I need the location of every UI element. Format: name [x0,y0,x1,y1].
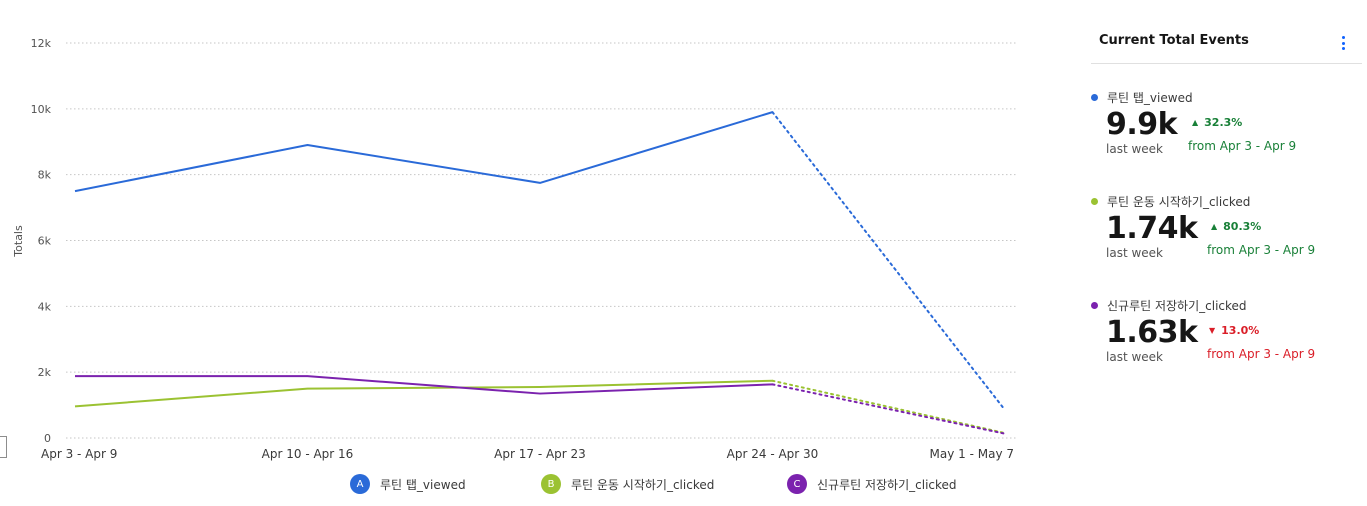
metric-card: 루틴 탭_viewed 9.9k last week ▲ 32.3% from Apr 3… [1091,89,1362,179]
panel-title: Current Total Events [1099,33,1249,48]
series-projection-line[interactable] [771,111,1006,412]
series-dot-icon [1091,302,1098,309]
y-tick-label: 12k [31,37,52,50]
metric-name: 루틴 탭_viewed [1091,89,1193,106]
metric-card: 신규루틴 저장하기_clicked 1.63k last week ▼ 13.0% fro… [1091,297,1362,387]
legend-item[interactable]: A 루틴 탭_viewed [350,474,466,494]
series-line[interactable] [75,375,773,395]
y-tick-label: 10k [31,103,52,116]
metric-value: 1.63k [1106,315,1198,350]
caret-up-icon: ▲ [1192,118,1199,127]
metric-change: ▲ 80.3% [1211,220,1262,233]
caret-down-icon: ▼ [1209,326,1216,335]
metric-change: ▼ 13.0% [1209,324,1260,337]
metric-period: last week [1106,350,1163,364]
series-dot-icon [1091,198,1098,205]
legend-label: 루틴 운동 시작하기_clicked [571,477,715,492]
metric-value: 9.9k [1106,107,1178,142]
legend-label: 신규루틴 저장하기_clicked [817,477,957,492]
series-projection-line[interactable] [771,383,1006,435]
legend-item[interactable]: C 신규루틴 저장하기_clicked [787,474,957,494]
y-tick-label: 6k [38,235,52,248]
legend-label: 루틴 탭_viewed [380,477,466,492]
legend-badge: C [787,474,807,494]
y-axis-title: Totals [12,225,25,258]
y-tick-label: 4k [38,300,52,313]
x-tick-label: May 1 - May 7 [930,447,1014,461]
legend-item[interactable]: B 루틴 운동 시작하기_clicked [541,474,714,494]
metric-card: 루틴 운동 시작하기_clicked 1.74k last week ▲ 80.3% fr… [1091,193,1362,283]
metric-change: ▲ 32.3% [1192,116,1243,129]
legend-badge: A [350,474,370,494]
y-tick-label: 0 [44,432,51,445]
metric-compare: from Apr 3 - Apr 9 [1207,347,1316,361]
metric-name: 신규루틴 저장하기_clicked [1091,297,1247,314]
series-dot-icon [1091,94,1098,101]
chart-legend: A 루틴 탭_viewed B 루틴 운동 시작하기_clicked C 신규루틴 저장하… [0,474,1050,496]
line-chart: 0 2k 4k 6k 8k 10k 12k Apr 3 - Apr 9 Apr 10 - Ap… [12,37,1016,461]
series-projection-line[interactable] [771,379,1006,435]
collapsed-panel-handle[interactable] [0,436,7,458]
metric-period: last week [1106,246,1163,260]
current-total-events-panel: Current Total Events 루틴 탭_viewed 9.9k last… [1091,22,1362,422]
legend-badge: B [541,474,561,494]
metric-compare: from Apr 3 - Apr 9 [1207,243,1316,257]
caret-up-icon: ▲ [1211,222,1218,231]
x-tick-label: Apr 24 - Apr 30 [727,447,819,461]
metric-name: 루틴 운동 시작하기_clicked [1091,193,1250,210]
x-tick-label: Apr 17 - Apr 23 [494,447,586,461]
panel-header: Current Total Events [1091,22,1362,64]
series-line[interactable] [74,379,773,408]
y-axis: 0 2k 4k 6k 8k 10k 12k [31,37,52,445]
metric-compare: from Apr 3 - Apr 9 [1188,139,1297,153]
y-tick-label: 2k [38,366,52,379]
chart-series [74,111,1006,435]
metric-value: 1.74k [1106,211,1198,246]
series-line[interactable] [74,111,773,193]
y-tick-label: 8k [38,169,52,182]
overflow-menu-vertical-icon[interactable] [1340,36,1346,50]
x-tick-label: Apr 3 - Apr 9 [41,447,117,461]
metric-period: last week [1106,142,1163,156]
x-tick-label: Apr 10 - Apr 16 [262,447,354,461]
x-axis: Apr 3 - Apr 9 Apr 10 - Apr 16 Apr 17 - Apr… [41,447,1014,461]
